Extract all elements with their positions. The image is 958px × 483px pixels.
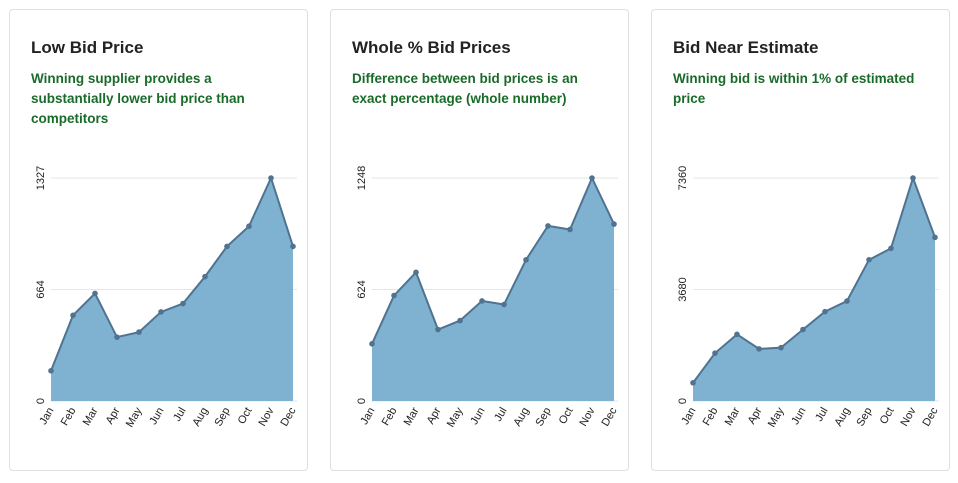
x-tick-label: Dec — [920, 405, 940, 428]
data-point — [180, 300, 186, 307]
data-point — [523, 257, 529, 263]
card-whole-percent-bid-prices: Whole % Bid Prices Difference between bi… — [330, 9, 629, 471]
x-tick-label: Jun — [147, 406, 166, 427]
data-point — [391, 292, 397, 299]
data-point — [932, 234, 938, 241]
x-tick-label: Aug — [832, 406, 852, 429]
x-tick-label: Nov — [577, 405, 597, 428]
series-line — [50, 175, 294, 372]
data-point — [690, 380, 696, 386]
card-description: Winning bid is within 1% of estimated pr… — [673, 71, 915, 106]
y-tick-label: 1248 — [356, 166, 368, 190]
x-tick-label: Jun — [789, 406, 808, 427]
data-point — [778, 344, 784, 351]
data-point — [413, 269, 419, 276]
x-tick-label: Nov — [256, 405, 276, 428]
y-tick-label: 664 — [35, 280, 47, 298]
x-tick-label: Oct — [557, 406, 576, 427]
area-fill — [372, 178, 614, 401]
x-tick-label: Dec — [278, 405, 298, 428]
data-point — [910, 175, 916, 181]
data-point — [734, 331, 740, 338]
x-tick-label: Jul — [171, 406, 188, 424]
x-tick-label: Sep — [533, 406, 553, 429]
x-tick-label: May — [766, 405, 787, 429]
y-tick-label: 1327 — [35, 166, 47, 190]
card-low-bid-price: Low Bid Price Winning supplier provides … — [9, 9, 308, 471]
area-chart: 0 3680 7360 Jan Feb Mar Apr May Jun Jul Aug Sep Oct N… — [677, 166, 941, 430]
series-line — [692, 174, 936, 384]
y-tick-label: 0 — [356, 398, 368, 404]
x-tick-label: Mar — [402, 405, 422, 428]
x-tick-label: Mar — [723, 405, 743, 428]
x-tick-label: Oct — [878, 406, 897, 427]
data-point — [501, 301, 507, 308]
data-point — [246, 223, 252, 230]
card-bid-near-estimate: Bid Near Estimate Winning bid is within … — [651, 9, 950, 471]
x-tick-label: Apr — [746, 405, 765, 426]
data-point — [224, 243, 230, 250]
x-tick-label: Apr — [104, 405, 123, 426]
data-point — [158, 309, 164, 315]
area-fill — [51, 178, 293, 401]
x-tick-label: Mar — [81, 405, 101, 428]
x-tick-label: Oct — [236, 406, 255, 427]
y-tick-label: 624 — [356, 280, 368, 298]
x-tick-label: Jan — [37, 406, 56, 427]
data-point — [114, 334, 120, 340]
card-title: Whole % Bid Prices — [352, 38, 511, 57]
area-chart: 0 624 1248 Jan Feb Mar Apr May Jun Jul Aug Sep Oct No… — [356, 166, 620, 430]
x-tick-label: Nov — [898, 405, 918, 428]
data-point — [290, 243, 296, 250]
x-tick-label: Jun — [468, 406, 487, 427]
data-point — [866, 257, 872, 263]
x-tick-label: Sep — [212, 406, 232, 429]
data-point — [822, 308, 828, 315]
data-point — [268, 175, 274, 181]
y-tick-label: 3680 — [677, 277, 689, 301]
data-point — [589, 175, 595, 181]
data-point — [48, 367, 54, 374]
data-point — [567, 226, 573, 233]
y-tick-label: 0 — [677, 398, 689, 404]
card-title: Low Bid Price — [31, 38, 144, 57]
data-point — [756, 346, 762, 352]
data-point — [545, 223, 551, 229]
data-point — [457, 317, 463, 324]
x-tick-label: Apr — [425, 405, 444, 426]
x-tick-label: Aug — [190, 406, 210, 429]
data-point — [479, 298, 485, 304]
series-line — [371, 175, 615, 345]
x-tick-label: Jul — [813, 406, 830, 424]
x-tick-label: Feb — [59, 406, 79, 428]
data-point — [136, 329, 142, 335]
x-tick-label: Feb — [380, 406, 400, 428]
x-tick-label: Dec — [599, 405, 619, 428]
data-point — [888, 245, 894, 252]
card-description: Winning supplier provides a substantiall… — [31, 71, 245, 126]
card-title: Bid Near Estimate — [673, 38, 819, 57]
data-point — [369, 341, 375, 347]
y-tick-label: 0 — [35, 398, 47, 404]
x-tick-label: Jan — [679, 406, 698, 427]
x-tick-label: Jan — [358, 406, 377, 427]
area-chart: 0 664 1327 Jan Feb Mar Apr May Jun Jul Aug Sep Oct No… — [35, 166, 299, 430]
x-tick-label: May — [445, 405, 466, 429]
y-tick-label: 7360 — [677, 166, 689, 190]
x-tick-label: May — [124, 405, 145, 429]
card-description: Difference between bid prices is an exac… — [352, 71, 578, 106]
data-point — [70, 312, 76, 319]
x-tick-label: Aug — [511, 406, 531, 429]
data-point — [611, 221, 617, 227]
data-point — [435, 326, 441, 333]
data-point — [844, 298, 850, 304]
data-point — [92, 290, 98, 297]
x-tick-label: Sep — [854, 406, 874, 429]
data-point — [800, 326, 806, 333]
x-tick-label: Jul — [492, 406, 509, 424]
data-point — [712, 350, 718, 356]
x-tick-label: Feb — [701, 406, 721, 428]
data-point — [202, 273, 208, 280]
